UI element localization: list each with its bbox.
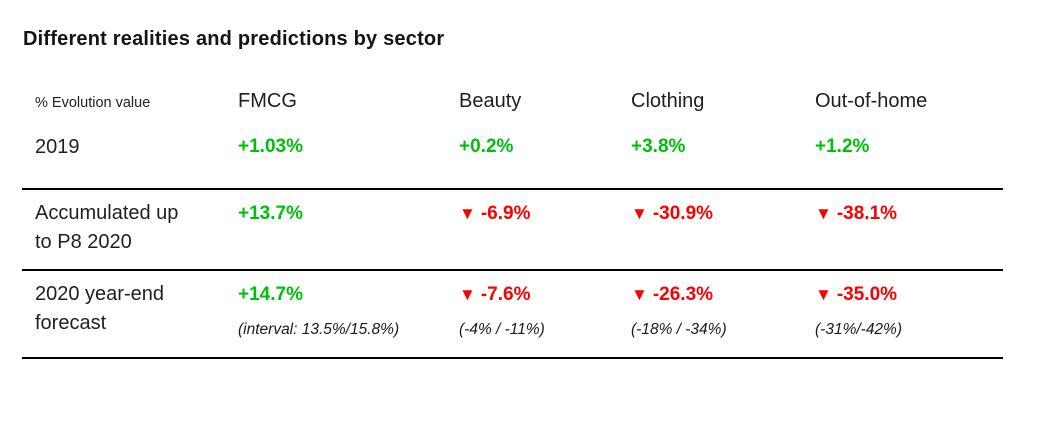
cell-2019-beauty: +0.2% [459,134,631,160]
cell-accumulated-beauty: ▼ -6.9% [459,199,631,228]
cell-forecast-fmcg: +14.7% (interval: 13.5%/15.8%) [238,280,459,341]
column-header-fmcg: FMCG [238,90,297,112]
table-block-accumulated: Accumulated up to P8 2020 +13.7% ▼ -6.9% … [22,188,1003,269]
cell-accumulated-fmcg: +13.7% [238,199,459,228]
cell-interval: (-4% / -11%) [459,321,545,338]
cell-value: -6.9% [480,203,531,224]
cell-interval: (interval: 13.5%/15.8%) [238,321,400,338]
cell-interval: (-18% / -34%) [631,321,727,338]
cell-value: +13.7% [238,203,303,224]
down-triangle-icon: ▼ [631,285,648,304]
cell-accumulated-out-of-home: ▼ -38.1% [815,199,1003,228]
cell-value: +0.2% [459,136,514,157]
corner-label: % Evolution value [35,95,151,111]
table-block-top: % Evolution value FMCG Beauty Clothing O… [22,88,1003,188]
cell-2019-clothing: +3.8% [631,134,815,160]
cell-value: -7.6% [480,284,531,305]
cell-value: -30.9% [652,203,714,224]
cell-value: +3.8% [631,136,686,157]
cell-value: -35.0% [836,284,898,305]
cell-accumulated-clothing: ▼ -30.9% [631,199,815,228]
column-header-clothing: Clothing [631,90,705,112]
column-header-beauty: Beauty [459,90,522,112]
sector-evolution-table: % Evolution value FMCG Beauty Clothing O… [22,88,1003,359]
cell-2019-fmcg: +1.03% [238,134,459,160]
cell-forecast-beauty: ▼ -7.6% (-4% / -11%) [459,280,631,341]
row-accumulated-p8-2020: Accumulated up to P8 2020 +13.7% ▼ -6.9% … [22,199,1003,257]
row-label: 2019 [35,136,80,158]
row-label-line2: to P8 2020 [35,231,132,253]
cell-value: +1.2% [815,136,870,157]
down-triangle-icon: ▼ [815,204,832,223]
row-2019: 2019 +1.03% +0.2% +3.8% +1.2% [22,134,1003,160]
cell-forecast-clothing: ▼ -26.3% (-18% / -34%) [631,280,815,341]
down-triangle-icon: ▼ [631,204,648,223]
down-triangle-icon: ▼ [815,285,832,304]
cell-2019-out-of-home: +1.2% [815,134,1003,160]
row-2020-forecast: 2020 year-end forecast +14.7% (interval:… [22,280,1003,341]
cell-value: -26.3% [652,284,714,305]
row-label-line1: 2020 year-end [35,283,164,305]
row-label-line1: Accumulated up [35,202,179,224]
cell-value: +1.03% [238,136,303,157]
row-label: 2020 year-end forecast [22,280,238,338]
down-triangle-icon: ▼ [459,285,476,304]
header-row: % Evolution value FMCG Beauty Clothing O… [22,88,1003,114]
row-label-line2: forecast [35,312,107,334]
page-title: Different realities and predictions by s… [23,28,445,50]
cell-interval: (-31%/-42%) [815,321,902,338]
row-label: Accumulated up to P8 2020 [22,199,238,257]
column-header-out-of-home: Out-of-home [815,90,928,112]
table-block-forecast: 2020 year-end forecast +14.7% (interval:… [22,269,1003,359]
cell-value: +14.7% [238,284,303,305]
cell-value: -38.1% [836,203,898,224]
down-triangle-icon: ▼ [459,204,476,223]
cell-forecast-out-of-home: ▼ -35.0% (-31%/-42%) [815,280,1003,341]
